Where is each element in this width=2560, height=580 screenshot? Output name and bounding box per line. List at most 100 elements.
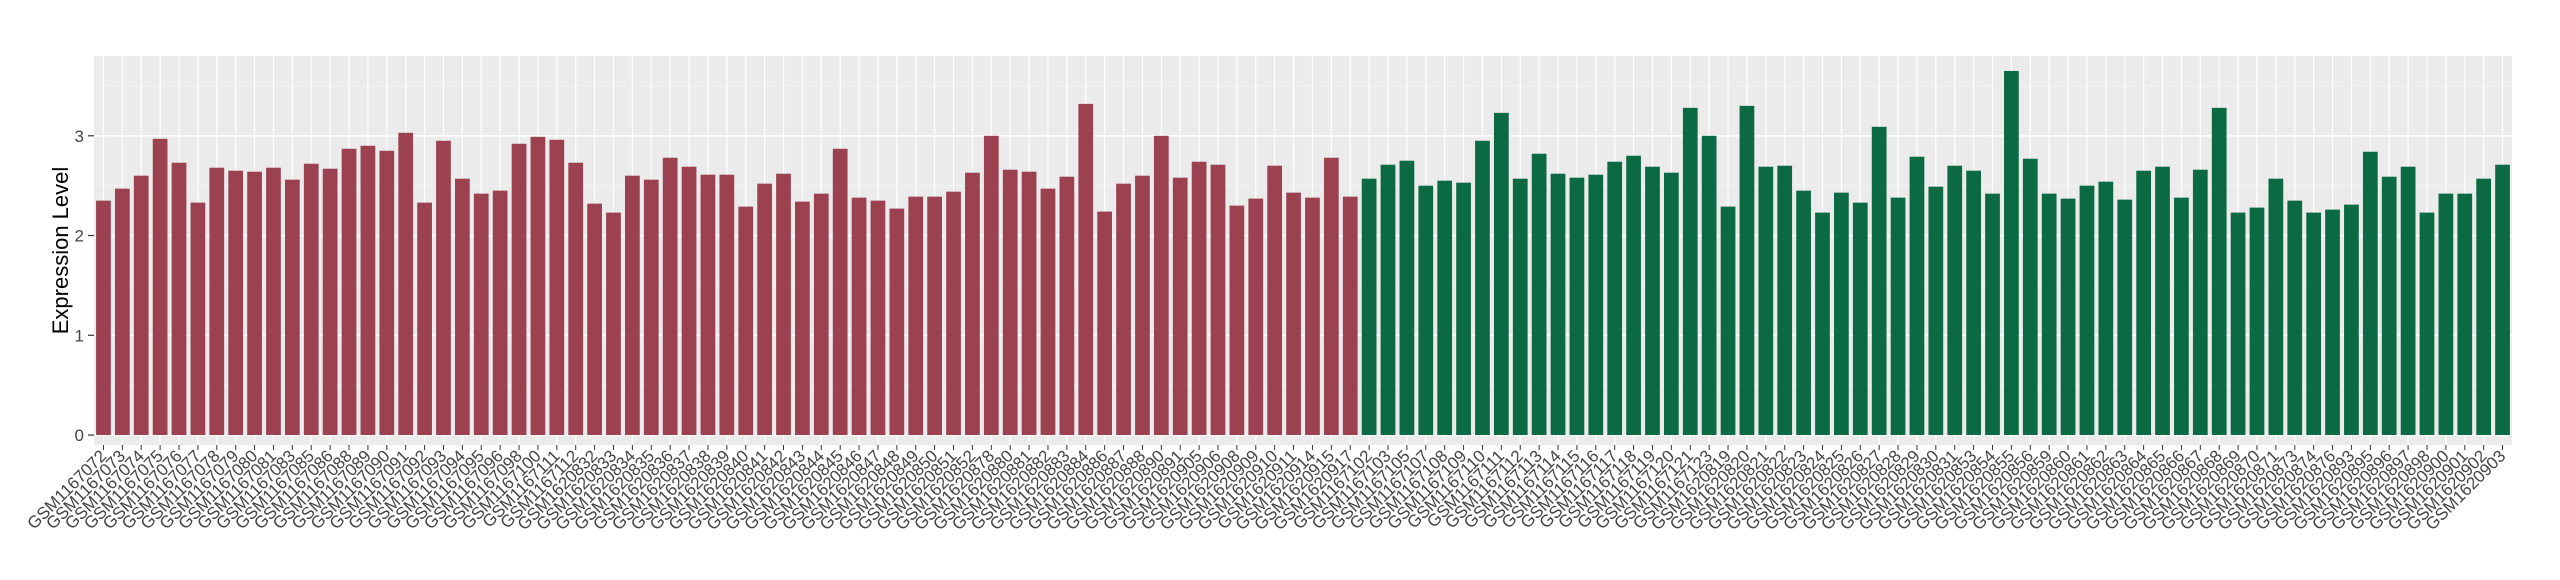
bar bbox=[473, 193, 489, 436]
bar bbox=[1720, 206, 1736, 436]
bar bbox=[568, 162, 584, 436]
bar bbox=[1663, 172, 1679, 436]
bar bbox=[1909, 156, 1925, 436]
bar bbox=[1021, 171, 1037, 436]
bar bbox=[1890, 197, 1906, 436]
bar bbox=[1361, 178, 1377, 436]
bar bbox=[1588, 174, 1604, 436]
y-axis: 0 1 2 3 bbox=[75, 127, 94, 445]
bar bbox=[1210, 164, 1226, 436]
bar bbox=[1607, 161, 1623, 436]
bar bbox=[1040, 188, 1056, 436]
bar bbox=[832, 148, 848, 436]
bar bbox=[322, 168, 338, 436]
bar bbox=[379, 150, 395, 436]
bar bbox=[1172, 177, 1188, 436]
bar bbox=[341, 148, 357, 436]
bar bbox=[643, 179, 659, 436]
y-tick-label: 1 bbox=[75, 326, 84, 345]
bar bbox=[2325, 209, 2340, 436]
bar bbox=[284, 179, 300, 436]
bar bbox=[2381, 176, 2397, 436]
bar bbox=[2306, 212, 2322, 436]
bar bbox=[2400, 166, 2416, 436]
bar bbox=[1059, 176, 1075, 436]
bar bbox=[1248, 198, 1264, 436]
bar bbox=[889, 208, 905, 436]
bar bbox=[1418, 185, 1434, 436]
bar bbox=[96, 200, 111, 436]
x-axis: GSM1167072GSM1167073GSM1167074GSM1167075… bbox=[24, 445, 2509, 534]
bar bbox=[1871, 126, 1887, 436]
bar bbox=[2192, 169, 2208, 436]
bar bbox=[133, 175, 149, 436]
bar bbox=[228, 170, 244, 436]
bar bbox=[2268, 178, 2284, 436]
bar bbox=[1097, 211, 1113, 436]
bar bbox=[1342, 196, 1358, 436]
bar bbox=[1947, 165, 1963, 436]
bar bbox=[436, 140, 451, 436]
bar bbox=[719, 174, 735, 436]
bar bbox=[114, 188, 130, 436]
bar bbox=[1456, 182, 1471, 436]
bar bbox=[2136, 170, 2151, 436]
bar bbox=[2098, 181, 2114, 436]
bar bbox=[1380, 164, 1396, 436]
bar bbox=[662, 157, 678, 436]
bar bbox=[2495, 164, 2510, 436]
bar bbox=[152, 138, 168, 436]
bar bbox=[1191, 161, 1207, 436]
bar bbox=[587, 203, 602, 436]
bar bbox=[2004, 70, 2019, 436]
bar bbox=[606, 212, 621, 436]
bar bbox=[927, 196, 943, 436]
bar bbox=[983, 135, 999, 436]
bar bbox=[908, 196, 924, 436]
bar bbox=[1116, 183, 1131, 436]
bar bbox=[2287, 200, 2303, 436]
bar bbox=[417, 202, 432, 436]
bar bbox=[795, 201, 810, 436]
bar bbox=[530, 136, 546, 436]
bar bbox=[757, 183, 772, 436]
bar bbox=[1493, 112, 1509, 436]
bar bbox=[492, 190, 508, 436]
bars bbox=[96, 70, 2510, 436]
bar bbox=[1305, 197, 1320, 436]
bar bbox=[2211, 107, 2227, 436]
bar bbox=[398, 132, 414, 436]
bar bbox=[1512, 178, 1528, 436]
bar bbox=[171, 162, 187, 436]
bar bbox=[1399, 160, 1415, 436]
bar bbox=[1267, 165, 1283, 436]
bar bbox=[1815, 212, 1830, 436]
bar bbox=[1229, 205, 1245, 436]
bar bbox=[1569, 177, 1585, 436]
bar bbox=[511, 143, 527, 436]
bar bbox=[2022, 158, 2038, 436]
bar bbox=[2457, 193, 2473, 436]
bar bbox=[2362, 151, 2378, 436]
bar bbox=[1437, 180, 1453, 436]
bar bbox=[1739, 105, 1755, 436]
bar bbox=[1852, 202, 1868, 436]
bar bbox=[1286, 192, 1301, 436]
bar bbox=[2249, 207, 2265, 436]
y-tick-label: 3 bbox=[75, 127, 84, 146]
bar bbox=[851, 197, 867, 436]
bar bbox=[549, 139, 565, 436]
bar bbox=[1135, 175, 1150, 436]
bar bbox=[700, 174, 716, 436]
y-tick-label: 2 bbox=[75, 227, 84, 246]
bar bbox=[2117, 199, 2133, 436]
bar bbox=[247, 171, 262, 436]
bar bbox=[360, 145, 376, 436]
bar bbox=[266, 167, 281, 436]
bar bbox=[2060, 198, 2076, 436]
bar bbox=[2155, 166, 2170, 436]
bar bbox=[2419, 212, 2435, 436]
bar bbox=[2174, 197, 2189, 436]
bar bbox=[1758, 166, 1774, 436]
